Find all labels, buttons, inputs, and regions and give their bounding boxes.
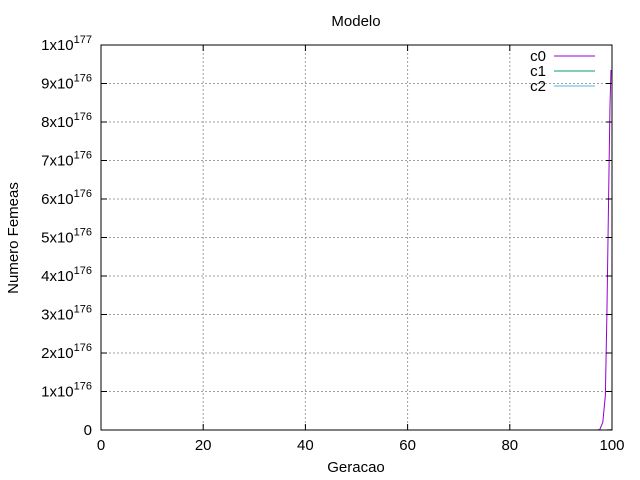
legend-label-c1: c1 (530, 63, 546, 80)
legend-label-c2: c2 (530, 78, 546, 95)
y-tick-label: 9x10176 (41, 73, 92, 93)
y-tick-label: 2x10176 (41, 342, 92, 362)
y-axis-label: Numero Femeas (5, 182, 22, 294)
y-tick-label: 1x10177 (41, 34, 92, 54)
x-axis-label: Geracao (327, 459, 385, 476)
x-tick-label: 20 (195, 437, 212, 454)
y-tick-label: 1x10176 (41, 381, 92, 401)
ticks (100, 44, 613, 431)
x-tick-label: 80 (501, 437, 518, 454)
y-tick-label: 7x10176 (41, 150, 92, 170)
x-tick-label: 40 (297, 437, 314, 454)
y-tick-labels: 0 1x10176 2x10176 3x10176 4x10176 5x10176 6x10… (41, 34, 92, 439)
chart-title: Modelo (331, 13, 380, 30)
y-tick-label: 0 (84, 422, 92, 439)
legend-label-c0: c0 (530, 48, 546, 65)
y-tick-label: 8x10176 (41, 111, 92, 131)
y-tick-label: 3x10176 (41, 304, 92, 324)
grid (101, 45, 612, 430)
x-tick-label: 100 (599, 437, 624, 454)
y-tick-label: 5x10176 (41, 227, 92, 247)
x-tick-label: 60 (399, 437, 416, 454)
x-tick-label: 0 (97, 437, 105, 454)
y-tick-label: 4x10176 (41, 265, 92, 285)
y-tick-label: 6x10176 (41, 188, 92, 208)
x-tick-labels: 0 20 40 60 80 100 (97, 437, 625, 454)
